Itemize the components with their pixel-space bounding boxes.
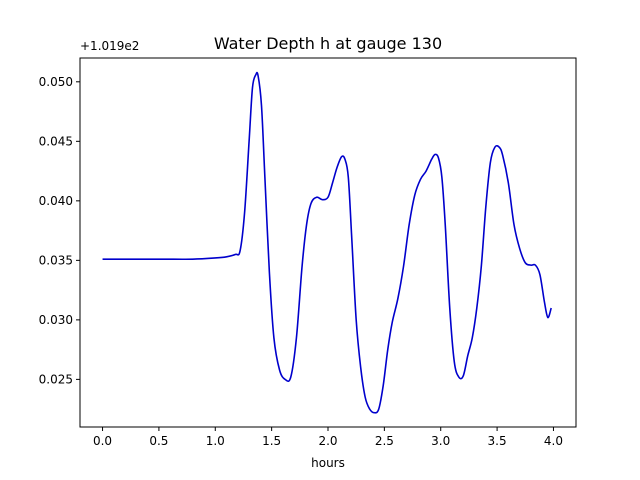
y-tick-label: 0.045 — [39, 134, 73, 148]
x-tick-label: 4.0 — [544, 434, 563, 448]
x-tick-label: 2.5 — [375, 434, 394, 448]
y-tick-label: 0.025 — [39, 372, 73, 386]
chart-title: Water Depth h at gauge 130 — [214, 34, 442, 53]
y-offset-label: +1.019e2 — [80, 39, 139, 53]
y-tick-label: 0.030 — [39, 313, 73, 327]
x-tick-label: 3.5 — [488, 434, 507, 448]
x-tick-label: 3.0 — [431, 434, 450, 448]
x-tick-label: 1.0 — [206, 434, 225, 448]
plot-frame — [79, 57, 577, 428]
series-line — [102, 71, 552, 414]
x-tick-label: 2.0 — [318, 434, 337, 448]
x-tick-label: 0.0 — [93, 434, 112, 448]
x-tick-label: 0.5 — [149, 434, 168, 448]
x-tick-label: 1.5 — [262, 434, 281, 448]
x-axis-label: hours — [311, 456, 345, 470]
y-axis-ticks: 0.025 0.030 0.035 0.040 0.045 0.050 — [39, 75, 80, 386]
y-tick-label: 0.035 — [39, 253, 73, 267]
x-axis-ticks: 0.0 0.5 1.0 1.5 2.0 2.5 3.0 3.5 4.0 — [93, 427, 563, 448]
y-tick-label: 0.040 — [39, 194, 73, 208]
y-tick-label: 0.050 — [39, 75, 73, 89]
